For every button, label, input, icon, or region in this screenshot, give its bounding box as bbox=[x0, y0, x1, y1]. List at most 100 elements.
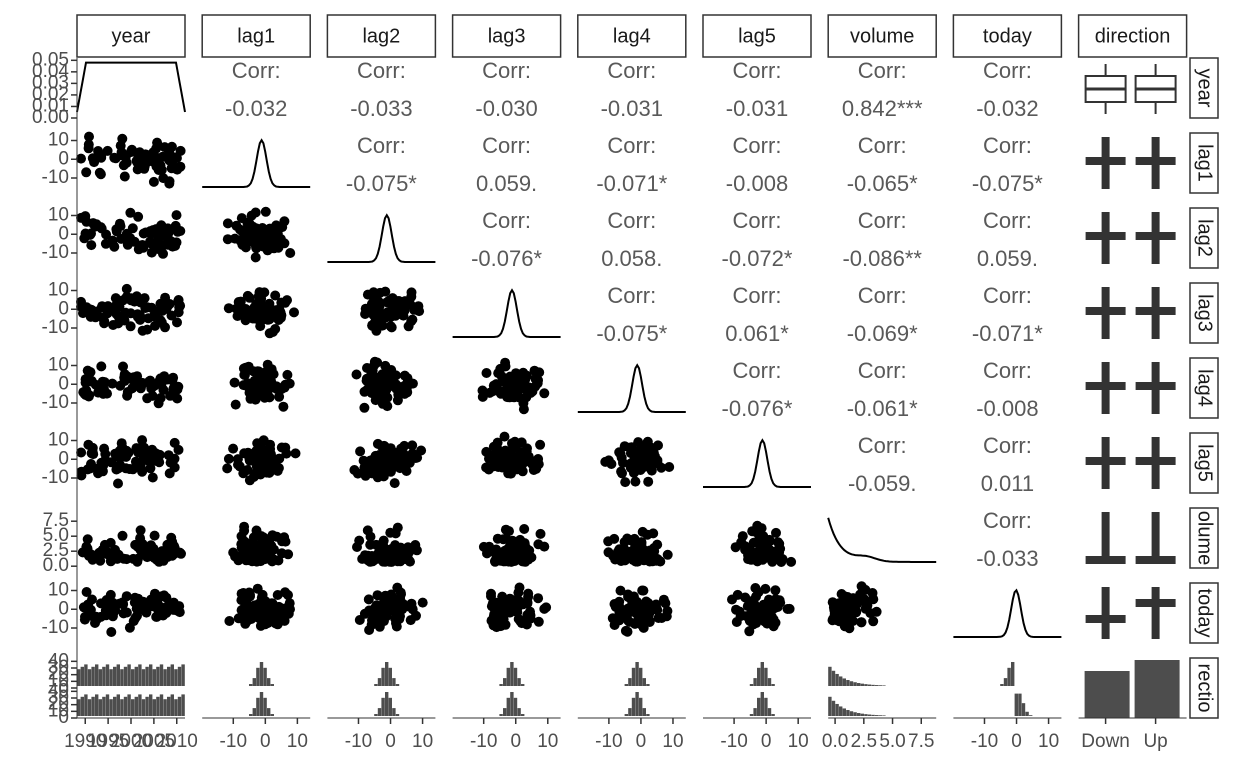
scatter-point bbox=[91, 614, 102, 625]
x-tick-label: 10 bbox=[662, 731, 683, 752]
y-tick-label: 0 bbox=[58, 223, 69, 244]
x-tick-label: -10 bbox=[345, 731, 372, 752]
scatter-point bbox=[267, 530, 278, 541]
scatter-point bbox=[94, 384, 105, 395]
scatter-point bbox=[153, 165, 164, 175]
hist-bar bbox=[749, 714, 754, 716]
corr-title: Corr: bbox=[858, 358, 907, 383]
scatter-point bbox=[603, 547, 614, 558]
corr-value: -0.059. bbox=[848, 471, 917, 496]
scatter-point bbox=[637, 543, 648, 553]
scatter-point bbox=[407, 448, 418, 459]
density-curve bbox=[76, 61, 186, 113]
column-label: volume bbox=[850, 25, 914, 47]
x-tick-label: -10 bbox=[470, 731, 497, 752]
corr-title: Corr: bbox=[607, 58, 656, 83]
scatter-point bbox=[82, 365, 93, 376]
row-strip bbox=[1189, 357, 1219, 419]
hist-bar bbox=[131, 699, 135, 716]
scatter-point bbox=[101, 229, 112, 240]
scatter-point bbox=[158, 248, 168, 259]
scatter-point bbox=[133, 447, 144, 458]
row-label: lag4 bbox=[1194, 369, 1216, 407]
scatter-point bbox=[105, 589, 116, 600]
scatter-point bbox=[630, 476, 641, 487]
scatter-point bbox=[871, 606, 882, 617]
scatter-cloud bbox=[827, 581, 882, 634]
scatter-point bbox=[224, 616, 235, 626]
scatter-point bbox=[382, 401, 393, 412]
scatter-point bbox=[539, 541, 550, 552]
scatter-point bbox=[240, 362, 251, 373]
corr-value: -0.030 bbox=[475, 96, 537, 121]
corr-value: -0.075* bbox=[972, 171, 1043, 196]
scatter-point bbox=[360, 309, 371, 319]
scatter-point bbox=[270, 290, 281, 301]
x-tick-label: 5.0 bbox=[879, 731, 905, 752]
x-tick-label: 2.5 bbox=[851, 731, 877, 752]
scatter-point bbox=[99, 316, 110, 326]
column-label: today bbox=[983, 25, 1032, 47]
row-label: lag2 bbox=[1194, 219, 1216, 257]
scatter-point bbox=[147, 390, 158, 401]
scatter-point bbox=[266, 376, 277, 387]
corr-title: Corr: bbox=[733, 133, 782, 158]
density-curve bbox=[202, 138, 311, 188]
hist-bar bbox=[259, 662, 264, 686]
hist-bar bbox=[77, 699, 81, 716]
scatter-point bbox=[124, 622, 135, 633]
scatter-point bbox=[359, 402, 370, 413]
box bbox=[1135, 307, 1176, 315]
scatter-cloud bbox=[222, 206, 296, 263]
scatter-point bbox=[125, 207, 136, 218]
scatter-point bbox=[656, 462, 667, 473]
box bbox=[1085, 457, 1126, 465]
x-tick-label: 10 bbox=[412, 731, 433, 752]
corr-value: -0.065* bbox=[847, 171, 918, 196]
box bbox=[1085, 307, 1126, 315]
scatter-point bbox=[661, 611, 672, 622]
scatter-point bbox=[504, 526, 514, 537]
scatter-point bbox=[365, 539, 376, 550]
scatter-point bbox=[624, 603, 634, 614]
scatter-point bbox=[502, 392, 513, 403]
corr-value: -0.008 bbox=[976, 396, 1038, 421]
scatter-point bbox=[615, 448, 626, 459]
scatter-point bbox=[741, 611, 752, 622]
scatter-point bbox=[86, 240, 97, 251]
hist-bar bbox=[159, 664, 164, 686]
corr-title: Corr: bbox=[482, 133, 531, 158]
scatter-point bbox=[499, 431, 510, 442]
scatter-point bbox=[276, 442, 287, 453]
column-strip bbox=[326, 14, 437, 58]
scatter-point bbox=[80, 611, 90, 622]
scatter-point bbox=[131, 155, 142, 166]
scatter-cloud bbox=[78, 587, 185, 637]
scatter-point bbox=[603, 536, 614, 547]
hist-bar bbox=[105, 694, 110, 716]
scatter-point bbox=[407, 440, 418, 451]
scatter-point bbox=[633, 437, 644, 448]
scatter-point bbox=[137, 325, 148, 336]
y-tick-label: 0.0 bbox=[43, 555, 69, 576]
scatter-point bbox=[257, 589, 268, 600]
scatter-point bbox=[122, 390, 133, 401]
scatter-point bbox=[395, 593, 406, 603]
hist-bar bbox=[503, 678, 507, 686]
corr-title: Corr: bbox=[357, 58, 406, 83]
scatter-point bbox=[240, 236, 251, 247]
hist-bar bbox=[875, 715, 879, 716]
scatter-point bbox=[382, 595, 393, 606]
scatter-point bbox=[144, 545, 155, 556]
scatter-point bbox=[113, 478, 123, 489]
scatter-point bbox=[374, 621, 385, 632]
scatter-cloud bbox=[349, 438, 427, 489]
hist-bar bbox=[156, 666, 160, 686]
scatter-point bbox=[285, 248, 296, 258]
x-tick-label: 10 bbox=[287, 731, 308, 752]
row-label: year bbox=[1194, 69, 1216, 108]
hist-bar bbox=[127, 694, 131, 716]
scatter-point bbox=[257, 443, 268, 454]
scatter-point bbox=[106, 627, 117, 637]
scatter-point bbox=[768, 596, 779, 607]
